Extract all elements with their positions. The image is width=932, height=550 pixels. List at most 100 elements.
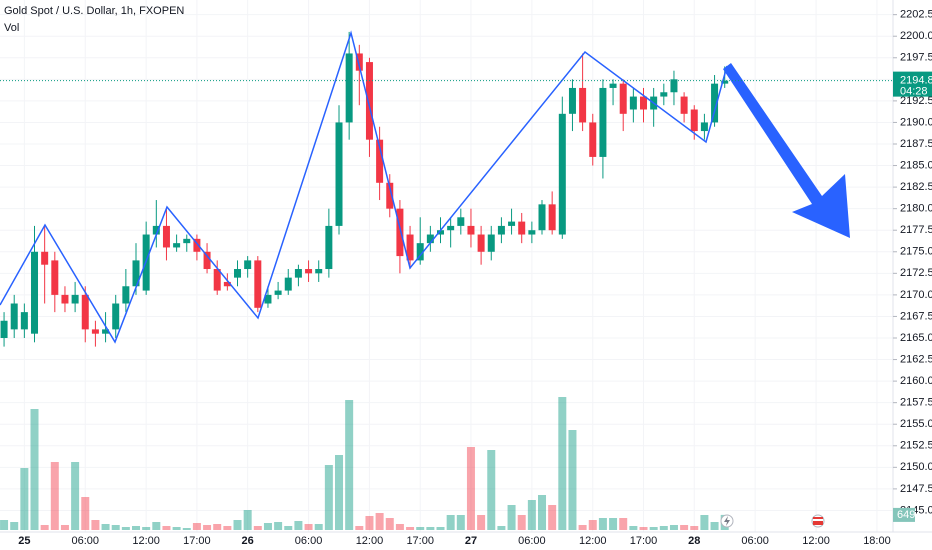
candle-body xyxy=(629,96,637,110)
x-tick-label: 25 xyxy=(18,535,30,547)
volume-bar xyxy=(365,516,374,530)
volume-bar xyxy=(649,527,658,530)
volume-bar xyxy=(527,500,536,530)
candle-body xyxy=(51,260,59,295)
candle-body xyxy=(91,329,99,334)
volume-bar xyxy=(182,528,191,530)
y-tick-label: 2202.50 xyxy=(900,9,932,21)
x-tick-label: 26 xyxy=(242,535,254,547)
volume-bar xyxy=(0,520,9,530)
candle-body xyxy=(61,294,69,304)
y-tick-label: 2152.50 xyxy=(900,440,932,452)
volume-bar xyxy=(142,527,151,530)
y-tick-label: 2155.00 xyxy=(900,418,932,430)
volume-bar xyxy=(395,524,404,530)
volume-bar xyxy=(192,523,201,530)
candle-body xyxy=(700,122,708,132)
volume-bar xyxy=(324,465,333,530)
candle-body xyxy=(518,221,526,235)
candle-body xyxy=(589,122,597,157)
y-tick-label: 2190.00 xyxy=(900,116,932,128)
candle-body xyxy=(579,87,587,123)
bar-replay-icon[interactable] xyxy=(720,514,734,528)
volume-bar xyxy=(172,527,181,530)
candle-body xyxy=(234,269,242,278)
candle-body xyxy=(426,234,434,244)
x-tick-label: 12:00 xyxy=(802,535,830,547)
candle-body xyxy=(112,303,120,330)
y-tick-label: 2165.00 xyxy=(900,332,932,344)
x-tick-label: 06:00 xyxy=(741,535,769,547)
candle-body xyxy=(20,312,28,330)
x-tick-label: 27 xyxy=(465,535,477,547)
volume-bar xyxy=(243,510,252,530)
y-tick-label: 2200.00 xyxy=(900,30,932,42)
volume-bar xyxy=(355,526,364,530)
volume-bar xyxy=(700,515,709,530)
volume-bar xyxy=(274,522,283,530)
volume-bar xyxy=(314,524,323,530)
volume-bar xyxy=(456,515,465,530)
volume-bar xyxy=(507,505,516,530)
volume-bar xyxy=(578,525,587,530)
x-tick-label: 12:00 xyxy=(356,535,384,547)
volume-bar xyxy=(710,522,719,530)
last-price-label: 2194.85 xyxy=(900,75,932,87)
volume-bar xyxy=(466,447,475,530)
candle-body xyxy=(10,303,18,330)
candle-body xyxy=(132,260,140,287)
candle-body xyxy=(497,225,505,235)
zigzag-drawing xyxy=(0,30,728,344)
candle-body xyxy=(173,243,181,248)
volume-bar xyxy=(659,526,668,530)
candle-body xyxy=(223,281,231,287)
x-tick-label: 12:00 xyxy=(579,535,607,547)
volume-bar xyxy=(294,521,303,530)
volume-bar xyxy=(203,525,212,530)
volume-bar xyxy=(406,527,415,530)
candle-body xyxy=(71,294,79,304)
y-tick-label: 2160.00 xyxy=(900,375,932,387)
volume-label: 649 xyxy=(897,509,915,521)
volume-bar xyxy=(40,525,49,530)
y-tick-label: 2182.50 xyxy=(900,181,932,193)
x-tick-label: 06:00 xyxy=(518,535,546,547)
volume-bar xyxy=(477,515,486,530)
volume-bar xyxy=(30,409,39,530)
volume-bar xyxy=(680,525,689,530)
event-flag-icon[interactable] xyxy=(811,514,825,528)
candle-body xyxy=(274,290,282,295)
candle-body xyxy=(152,225,160,235)
candle-body xyxy=(670,79,678,93)
volume-bar xyxy=(487,450,496,530)
candle-body xyxy=(162,225,170,248)
candle-body xyxy=(264,294,272,304)
candle-body xyxy=(355,53,363,71)
candle-body xyxy=(284,277,292,291)
candle-body xyxy=(416,243,424,261)
volume-bar xyxy=(60,525,69,530)
volume-bar xyxy=(223,526,232,530)
candle-body xyxy=(437,230,445,235)
volume-bar xyxy=(213,524,222,530)
volume-bar xyxy=(152,522,161,530)
candle-body xyxy=(315,269,323,274)
volume-bar xyxy=(71,462,80,530)
candle-body xyxy=(457,217,465,226)
candle-body xyxy=(599,87,607,157)
volume-bar xyxy=(568,430,577,530)
chart-title: Gold Spot / U.S. Dollar, 1h, FXOPEN xyxy=(4,5,184,17)
candle-body xyxy=(122,286,130,304)
candle-body xyxy=(680,96,688,114)
countdown-label: 04:28 xyxy=(900,86,928,98)
candle-body xyxy=(305,269,313,274)
candle-body xyxy=(660,92,668,97)
volume-bar xyxy=(548,505,557,530)
volume-tag xyxy=(893,507,915,522)
y-tick-label: 2197.50 xyxy=(900,52,932,64)
candle-body xyxy=(711,83,719,123)
y-tick-label: 2157.50 xyxy=(900,397,932,409)
candle-body xyxy=(193,238,201,252)
candle-body xyxy=(447,225,455,231)
